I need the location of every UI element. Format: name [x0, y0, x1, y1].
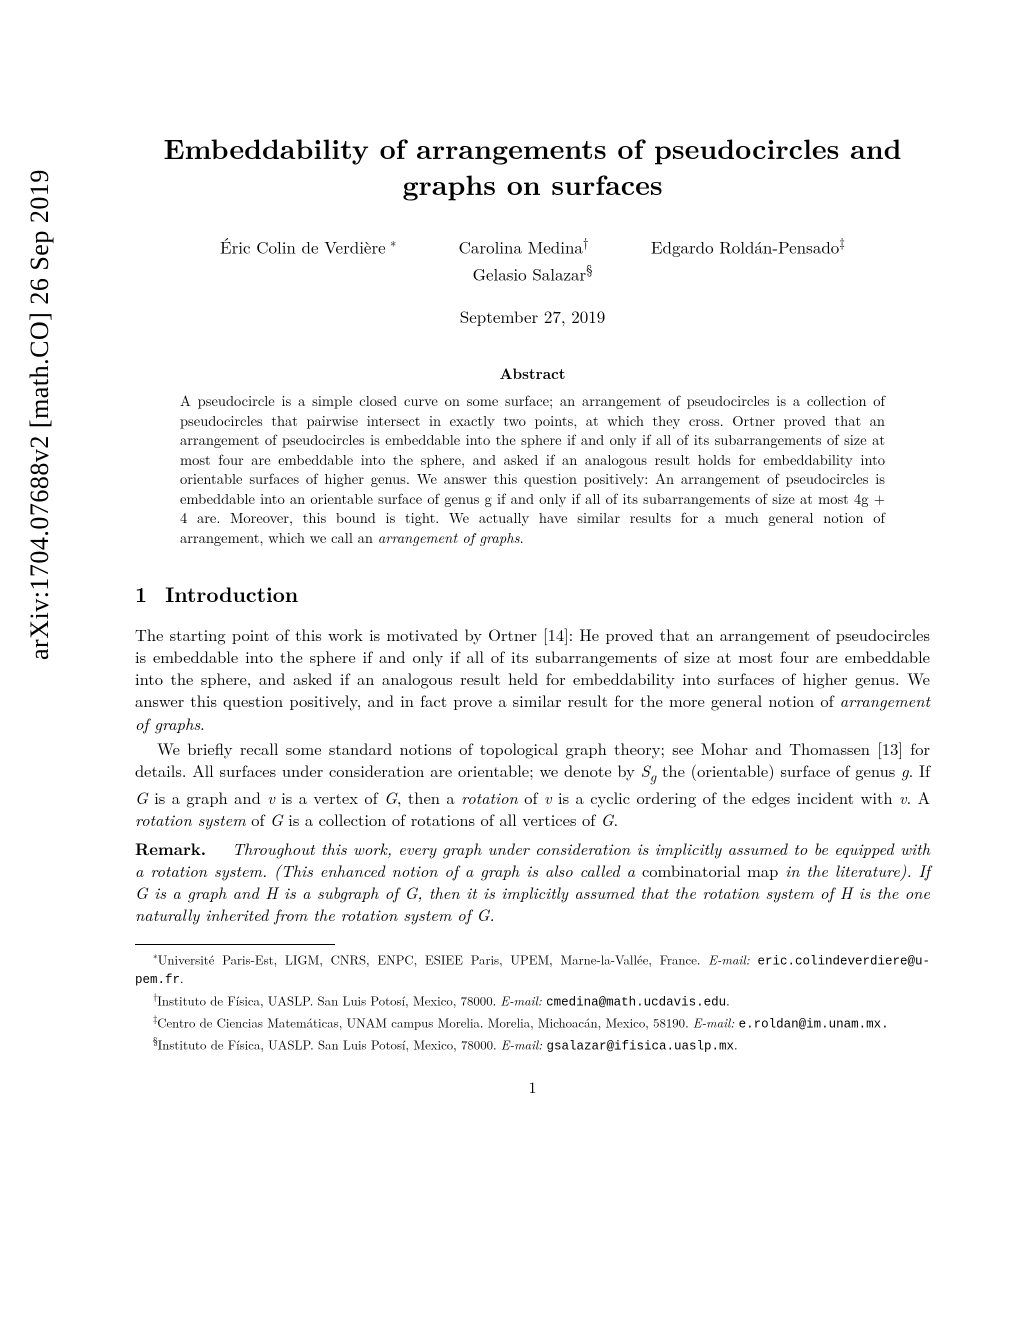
p2k: is a collection of rotations of all vert… [283, 807, 601, 831]
page-number: 1 [135, 1075, 930, 1098]
footnote-4-email: gsalazar@ifisica.uaslp.mx [546, 1039, 734, 1053]
page-content: Embeddability of arrangements of pseudoc… [135, 0, 930, 1098]
footnote-3: ‡Centro de Ciencias Matemáticas, UNAM ca… [135, 1012, 930, 1033]
p2g: of [518, 785, 544, 809]
paper-date: September 27, 2019 [135, 304, 930, 328]
footnote-2: †Instituto de Física, UASLP. San Luis Po… [135, 990, 930, 1011]
p2-G2: G [384, 785, 397, 809]
section-1-title: Introduction [165, 579, 298, 609]
p2b: the (orientable) surface of genus [656, 758, 901, 782]
footnote-3-email-label: E-mail: [693, 1013, 734, 1031]
body-text: The starting point of this work is motiv… [135, 623, 930, 926]
author-1-mark: ∗ [386, 233, 397, 251]
paragraph-2: We briefly recall some standard notions … [135, 737, 930, 831]
p2e: is a vertex of [275, 785, 384, 809]
author-4: Gelasio Salazar [473, 262, 587, 286]
p2-G3: G [270, 807, 283, 831]
footnotes: ∗Université Paris-Est, LIGM, CNRS, ENPC,… [135, 949, 930, 1055]
section-1-number: 1 [135, 579, 147, 609]
arxiv-stamp: arXiv:1704.07688v2 [math.CO] 26 Sep 2019 [25, 169, 55, 660]
p2-G4: G [601, 807, 614, 831]
remark-label: Remark. [135, 836, 206, 860]
author-2-mark: † [583, 233, 589, 251]
paragraph-1: The starting point of this work is motiv… [135, 623, 930, 734]
p2j: of [246, 807, 270, 831]
p2-v1: v [267, 785, 275, 809]
p2-g: g [901, 758, 909, 782]
author-3: Edgardo Roldán-Pensado [651, 234, 839, 258]
p2-v3: v [899, 785, 907, 809]
footnote-2-email: cmedina@math.ucdavis.edu [546, 995, 726, 1009]
footnote-2-text: Instituto de Física, UASLP. San Luis Pot… [157, 991, 500, 1009]
abstract-heading: Abstract [135, 363, 930, 384]
p2h: is a cyclic ordering of the edges incide… [552, 785, 899, 809]
abstract-body: A pseudocircle is a simple closed curve … [180, 392, 885, 549]
footnote-2-email-label: E-mail: [500, 991, 541, 1009]
author-4-mark: § [586, 260, 592, 278]
author-1: Éric Colin de Verdière [220, 234, 386, 258]
paper-title: Embeddability of arrangements of pseudoc… [135, 130, 930, 203]
authors-row-2: Gelasio Salazar§ [135, 260, 930, 286]
abstract-text: A pseudocircle is a simple closed curve … [180, 391, 885, 548]
remark-combmap: combinatorial map [642, 858, 778, 882]
p2d: is a graph and [148, 785, 267, 809]
authors-row-1: Éric Colin de Verdière ∗ Carolina Medina… [135, 233, 930, 259]
author-2: Carolina Medina [459, 234, 583, 258]
p2-rotsys: rotation system [135, 807, 246, 831]
p2-S: S [641, 758, 650, 782]
footnote-4-email-label: E-mail: [501, 1035, 542, 1053]
p2f: , then a [397, 785, 461, 809]
section-1-heading: 1 Introduction [135, 579, 930, 609]
p2-rotation: rotation [461, 785, 518, 809]
p2-G1: G [135, 785, 148, 809]
footnote-1: ∗Université Paris-Est, LIGM, CNRS, ENPC,… [135, 949, 930, 989]
p2-v2: v [544, 785, 552, 809]
footnote-4-text: Instituto de Física, UASLP. San Luis Pot… [158, 1035, 501, 1053]
p2c: . If [909, 758, 930, 782]
footnote-3-text: Centro de Ciencias Matemáticas, UNAM cam… [157, 1013, 693, 1031]
footnote-separator [135, 944, 335, 945]
footnote-1-email-label: E-mail: [708, 950, 749, 968]
p2i: . A [907, 785, 930, 809]
author-3-mark: ‡ [839, 233, 845, 251]
footnote-4: §Instituto de Física, UASLP. San Luis Po… [135, 1034, 930, 1055]
remark-paragraph: Remark. Throughout this work, every grap… [135, 837, 930, 926]
abstract-italic: arrangement of graphs [378, 528, 520, 548]
footnote-1-text: Université Paris-Est, LIGM, CNRS, ENPC, … [158, 950, 708, 968]
p1-text: The starting point of this work is motiv… [135, 622, 930, 713]
footnote-3-email: e.roldan@im.unam.mx. [739, 1017, 889, 1031]
